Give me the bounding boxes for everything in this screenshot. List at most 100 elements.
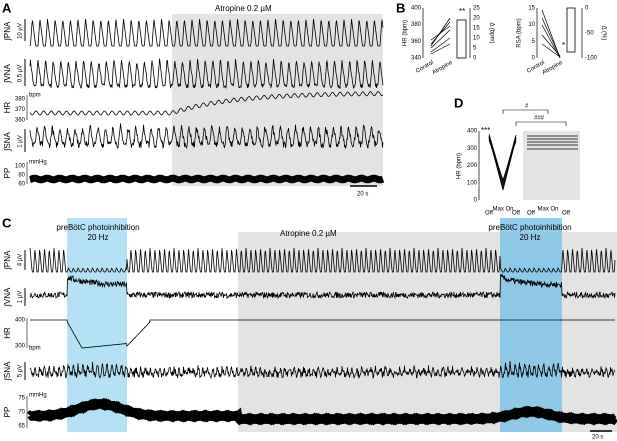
tick-label: 0: [585, 6, 589, 12]
subject-line: [430, 29, 451, 49]
hr-trace: [30, 319, 615, 349]
tick-label: 400: [411, 6, 422, 12]
annotation: 20 Hz: [88, 233, 109, 242]
pp-trace: [26, 397, 617, 426]
tick-label: 300: [467, 146, 478, 152]
x-tick-label: Max On: [537, 207, 558, 213]
subject-line: [541, 34, 561, 57]
scale-label: 0.5 µV: [18, 65, 24, 82]
tick-label: 340: [411, 56, 422, 62]
x-tick-label: Atropine: [431, 60, 454, 77]
sig-marker: *: [562, 41, 565, 50]
panel-label: D: [454, 95, 463, 110]
bar: [566, 7, 576, 53]
axis-label: RSA (bpm): [517, 18, 523, 47]
axis-label: HR: [3, 102, 12, 114]
x-tick-label: Off: [512, 211, 520, 217]
tick-label: 370: [15, 107, 26, 113]
sig-marker: ###: [534, 116, 545, 122]
tick-label: 100: [467, 180, 478, 186]
subject-line: [488, 136, 517, 191]
vna-trace: [29, 58, 384, 90]
pna-trace: [29, 18, 384, 47]
subject-line: [430, 25, 451, 41]
tick-label: -50: [585, 31, 594, 37]
axis-label: ∫PNA: [3, 21, 12, 41]
sna-trace: [29, 361, 615, 380]
tick-label: 5: [532, 39, 536, 45]
tick-label: 400: [467, 129, 478, 135]
drug-shade: [172, 14, 383, 186]
bar: [456, 19, 467, 59]
time-scale-label: 20 s: [592, 435, 603, 441]
unit-label: mmHg: [29, 393, 47, 399]
axis-label: Δ (%): [600, 26, 606, 41]
tick-label: 400: [15, 318, 26, 324]
tick-label: 65: [18, 424, 25, 430]
unit-label: bpm: [29, 346, 41, 352]
axis-label: HR: [3, 327, 12, 339]
tick-label: -100: [585, 56, 598, 62]
axis-label: ∫SNA: [3, 361, 12, 381]
subject-line: [430, 37, 451, 53]
axis-label: ∫SNA: [3, 132, 12, 152]
tick-label: 0: [474, 198, 478, 204]
tick-label: 0: [473, 56, 477, 62]
axis-label: ∫VNA: [3, 287, 12, 307]
annotation: Atropine 0.2 µM: [280, 229, 337, 238]
scale-label: 10 µV: [18, 23, 24, 39]
unit-label: bpm: [29, 93, 41, 99]
axis-label: HR (bpm): [457, 153, 463, 179]
scale-label: 1 µV: [18, 291, 24, 303]
sna-trace: [29, 123, 384, 150]
tick-label: 360: [15, 118, 26, 124]
x-tick-label: Off: [562, 211, 570, 217]
axis-label: HR (bpm): [403, 20, 409, 46]
tick-label: 380: [15, 97, 26, 103]
scale-label: 4 µV: [18, 254, 24, 266]
tick-label: 300: [15, 344, 26, 350]
tick-label: 100: [15, 164, 26, 170]
time-scale-label: 20 s: [357, 192, 368, 198]
x-tick-label: Atropine: [541, 60, 564, 77]
stim-shade: [500, 218, 562, 432]
tick-label: 75: [18, 396, 25, 402]
tick-label: 360: [411, 39, 422, 45]
subject-line: [430, 43, 451, 55]
tick-label: 10: [528, 22, 535, 28]
pp-trace: [29, 174, 385, 184]
subject-line: [488, 139, 517, 182]
x-tick-label: Off: [485, 211, 493, 217]
bracket: [515, 121, 567, 126]
subject-line: [488, 133, 517, 184]
subject-line: [541, 17, 561, 58]
tick-label: 70: [18, 410, 25, 416]
tick-label: 380: [411, 22, 422, 28]
drug-shade: [523, 131, 580, 200]
subject-line: [541, 43, 561, 58]
x-tick-label: Max On: [492, 207, 513, 213]
axis-label: ∫VNA: [3, 64, 12, 84]
panel-label: A: [2, 0, 12, 15]
annotation: Atropine 0.2 µM: [215, 4, 272, 13]
stim-shade: [67, 218, 127, 432]
tick-label: 25: [473, 6, 480, 12]
sig-marker: #: [525, 104, 529, 110]
scale-label: 5 µV: [18, 365, 24, 377]
axis-label: PP: [3, 168, 12, 179]
tick-label: 15: [528, 6, 535, 12]
bracket: [502, 109, 549, 114]
axis-label: Δ (bpm): [488, 22, 494, 43]
tick-label: 5: [473, 46, 477, 52]
tick-label: 80: [18, 173, 25, 179]
pna-trace: [29, 247, 616, 273]
tick-label: 0: [532, 56, 536, 62]
panel-label: B: [396, 0, 405, 15]
annotation: preBötC photoinhibition: [56, 223, 139, 232]
tick-label: 10: [473, 36, 480, 42]
unit-label: mmHg: [29, 160, 47, 166]
axis-label: PP: [3, 407, 12, 418]
hr-trace: [29, 91, 384, 116]
scale-label: 1 µV: [18, 135, 24, 147]
